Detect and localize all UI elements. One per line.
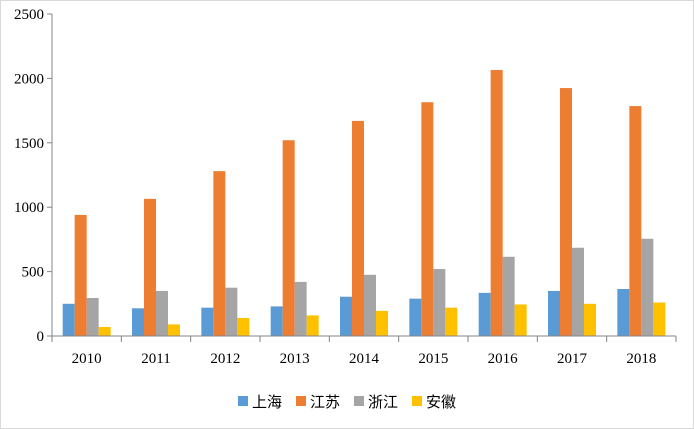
bar-2010-3 [86, 298, 99, 336]
x-tick-label: 2017 [557, 351, 588, 367]
x-tick-label: 2018 [626, 351, 656, 367]
bar-2011-2 [144, 198, 156, 336]
bar-2017-1 [548, 290, 560, 336]
bar-2013-1 [270, 306, 283, 336]
chart-legend: 上海 江苏 浙江 安徽 [0, 390, 694, 412]
bar-2012-2 [213, 171, 226, 336]
y-tick-label: 2500 [14, 7, 44, 23]
x-tick-label: 2013 [280, 351, 310, 367]
bar-2018-4 [653, 302, 666, 336]
legend-label: 安徽 [426, 392, 457, 411]
y-tick-label: 0 [37, 329, 45, 345]
bar-2016-3 [502, 256, 515, 336]
bar-2012-4 [237, 317, 250, 336]
bar-2012-3 [225, 287, 238, 336]
bar-2012-1 [201, 307, 214, 336]
legend-item: 江苏 [295, 391, 340, 412]
legend-label: 上海 [251, 392, 282, 411]
bar-2016-1 [478, 292, 491, 336]
y-tick-label: 2000 [14, 71, 44, 87]
bar-2011-1 [132, 308, 144, 336]
legend-label: 浙江 [368, 392, 399, 411]
bar-2013-2 [282, 140, 295, 336]
x-tick-label: 2014 [349, 351, 380, 367]
bar-2013-4 [306, 315, 319, 336]
bar-2015-1 [409, 298, 422, 336]
bar-2010-1 [62, 303, 75, 336]
y-tick-label: 1000 [14, 200, 44, 216]
bar-2017-3 [572, 247, 584, 336]
legend-item: 安徽 [412, 391, 456, 412]
y-tick-label: 500 [22, 265, 45, 281]
legend-item: 浙江 [354, 391, 398, 412]
bar-2013-3 [294, 281, 307, 336]
bar-2016-2 [490, 70, 503, 336]
legend-swatch [295, 396, 306, 406]
x-tick-label: 2015 [418, 351, 448, 367]
bar-2010-4 [98, 326, 111, 336]
legend-swatch [354, 396, 364, 406]
bar-2014-2 [352, 120, 364, 337]
legend-swatch [412, 396, 423, 406]
bar-2010-2 [74, 214, 87, 336]
bar-2018-1 [617, 288, 630, 336]
legend-swatch [237, 396, 248, 406]
x-tick-label: 2011 [141, 351, 170, 367]
bar-2014-3 [364, 274, 376, 336]
bar-2017-4 [584, 303, 596, 336]
bar-2018-2 [629, 106, 642, 336]
bar-2016-4 [514, 304, 527, 336]
legend-label: 江苏 [309, 392, 340, 411]
bar-2011-3 [156, 290, 168, 336]
x-tick-label: 2010 [72, 351, 102, 367]
bar-2011-4 [168, 324, 180, 336]
y-tick-label: 1500 [14, 136, 44, 152]
bar-2015-3 [433, 269, 446, 336]
bar-2015-2 [421, 102, 434, 336]
bar-2014-4 [376, 310, 388, 336]
bar-2014-1 [340, 296, 352, 336]
legend-item: 上海 [237, 391, 282, 412]
x-tick-label: 2012 [210, 351, 240, 367]
x-tick-label: 2016 [488, 351, 519, 367]
bar-2018-3 [641, 238, 654, 336]
bar-2017-2 [560, 88, 572, 336]
bar-2015-4 [445, 307, 458, 336]
